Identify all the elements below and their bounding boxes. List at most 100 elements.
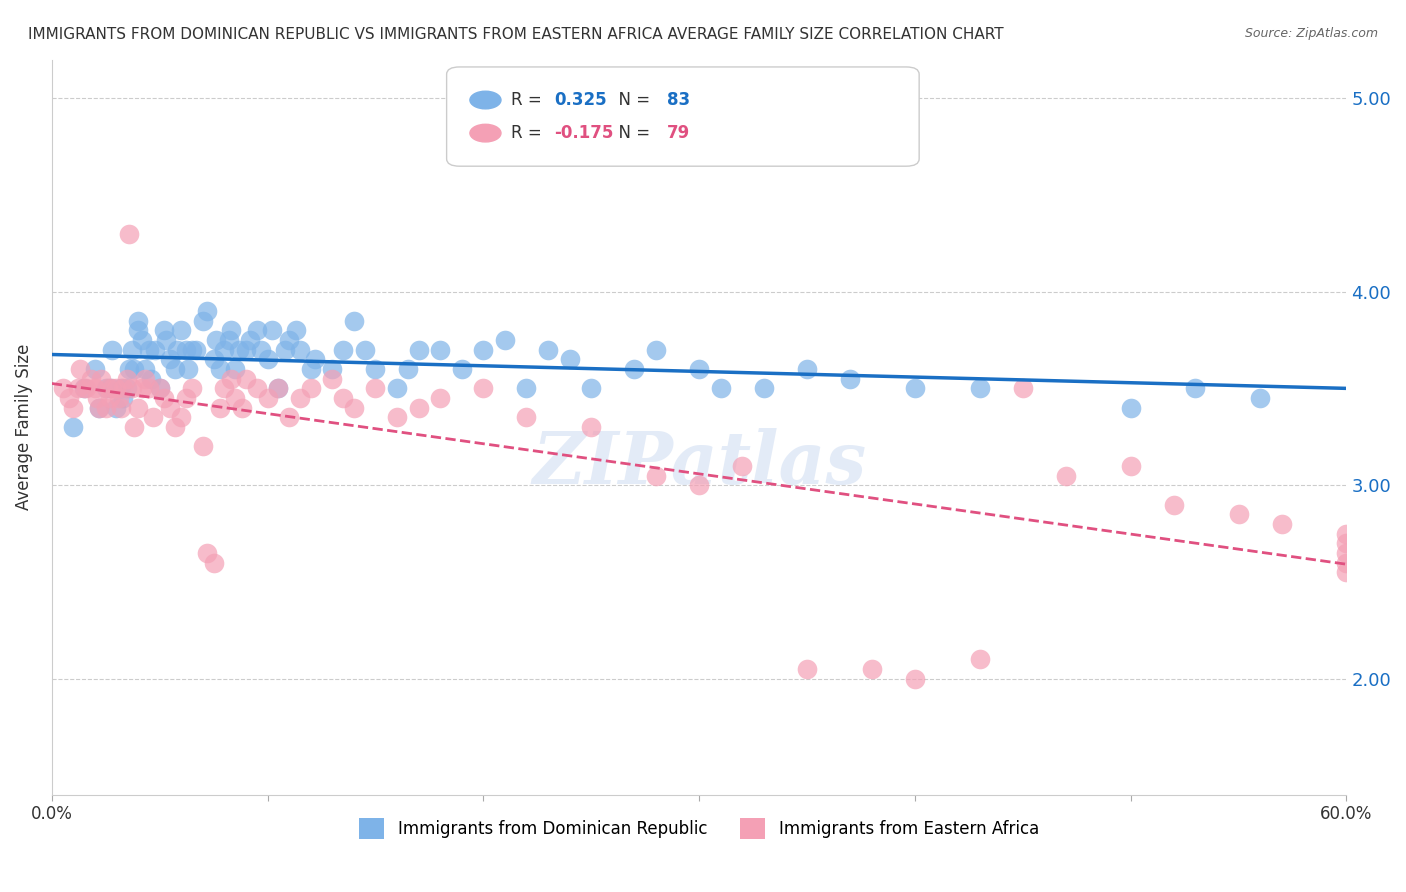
Point [86,391,108,405]
Point [163,362,186,376]
Point [69,362,91,376]
Point [97,381,120,395]
Point [94,381,117,395]
Point [752,381,775,395]
Point [159,401,181,415]
Point [181,343,204,357]
Point [209,401,232,415]
Point [195,304,218,318]
Point [174,391,197,405]
Point [209,362,232,376]
Point [558,352,581,367]
Point [94,401,117,415]
FancyBboxPatch shape [447,67,920,166]
Point [472,343,495,357]
Point [256,352,278,367]
Point [1054,468,1077,483]
Point [127,314,149,328]
Point [343,314,366,328]
Point [408,343,430,357]
Point [186,343,208,357]
Point [969,381,991,395]
Point [166,343,188,357]
Point [239,333,262,347]
Point [139,372,162,386]
Point [98,381,121,395]
Point [860,662,883,676]
Point [246,323,269,337]
Point [1227,507,1250,521]
Point [904,381,927,395]
Point [969,652,991,666]
Point [204,333,226,347]
Point [118,227,141,241]
Point [385,381,408,395]
Point [250,343,273,357]
Point [202,556,225,570]
Point [796,662,818,676]
Point [364,381,387,395]
Point [73,381,96,395]
Point [98,391,121,405]
Point [299,362,322,376]
Point [66,381,89,395]
Point [645,468,668,483]
Point [235,343,257,357]
Point [51,381,73,395]
Point [105,401,128,415]
Point [138,343,160,357]
Point [195,546,218,560]
Point [153,391,176,405]
Text: ZIPatlas: ZIPatlas [531,428,866,500]
Point [163,420,186,434]
Point [1336,536,1358,550]
Point [83,381,105,395]
Point [231,401,253,415]
Point [904,672,927,686]
Point [121,343,143,357]
Point [105,381,128,395]
Point [149,381,172,395]
Point [181,381,204,395]
Point [332,343,354,357]
Point [1184,381,1206,395]
Point [1119,401,1142,415]
Point [75,381,97,395]
Point [142,410,165,425]
Point [191,440,214,454]
Point [228,343,250,357]
Point [321,362,343,376]
Point [304,352,326,367]
Point [353,343,375,357]
Text: 79: 79 [666,124,690,142]
Point [260,323,283,337]
Point [515,381,537,395]
Point [219,323,242,337]
Point [332,391,354,405]
Point [62,420,84,434]
Point [274,343,297,357]
Point [267,381,290,395]
Point [1119,458,1142,473]
Point [278,333,301,347]
Point [174,343,197,357]
Point [1271,516,1294,531]
Point [278,410,301,425]
Point [214,381,236,395]
Point [1336,566,1358,580]
Point [396,362,419,376]
Point [101,381,124,395]
Point [138,381,160,395]
Point [343,401,366,415]
Point [107,391,129,405]
Point [153,323,176,337]
Point [1163,498,1185,512]
Circle shape [470,124,501,142]
Point [122,362,145,376]
Point [267,381,290,395]
Point [1249,391,1271,405]
Circle shape [470,91,501,109]
Point [176,362,198,376]
Point [1336,556,1358,570]
Point [117,372,139,386]
